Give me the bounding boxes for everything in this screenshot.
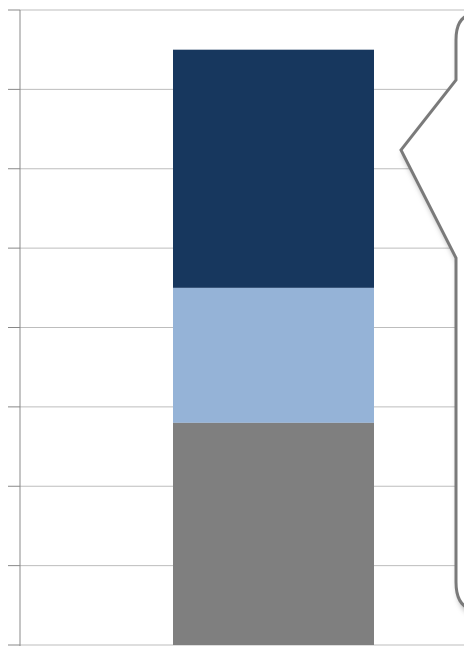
bar-segment: [173, 422, 374, 645]
bar-segment: [173, 49, 374, 288]
bar-segment: [173, 287, 374, 423]
bars: [173, 49, 374, 645]
callout: [399, 15, 464, 608]
